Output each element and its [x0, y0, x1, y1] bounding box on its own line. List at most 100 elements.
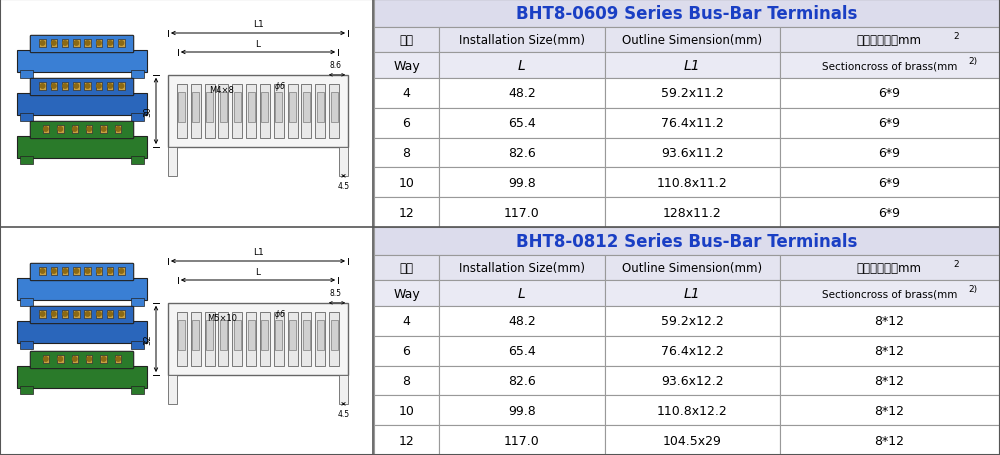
Text: 4.5: 4.5: [337, 409, 350, 418]
Bar: [248, 320, 255, 350]
Text: 12: 12: [399, 434, 414, 447]
Bar: [20, 387, 33, 394]
Text: 59.2x12.2: 59.2x12.2: [661, 314, 724, 328]
Bar: [439, 138, 605, 168]
Bar: [275, 93, 282, 122]
Bar: [73, 268, 80, 275]
Bar: [107, 268, 113, 275]
Bar: [205, 312, 215, 366]
Bar: [261, 93, 268, 122]
Bar: [288, 85, 298, 139]
Text: 110.8x11.2: 110.8x11.2: [657, 177, 728, 189]
Circle shape: [40, 269, 45, 273]
Circle shape: [119, 269, 124, 273]
Bar: [605, 281, 780, 306]
Bar: [605, 395, 780, 425]
Circle shape: [97, 312, 101, 317]
Text: L: L: [256, 268, 260, 276]
Bar: [246, 85, 256, 139]
FancyBboxPatch shape: [30, 36, 134, 54]
Bar: [115, 355, 121, 363]
Bar: [439, 108, 605, 138]
Bar: [177, 85, 187, 139]
Bar: [439, 198, 605, 228]
Bar: [289, 320, 296, 350]
Bar: [100, 126, 107, 133]
Text: 铜件横截面积mm: 铜件横截面积mm: [857, 34, 922, 47]
Bar: [96, 268, 102, 275]
Bar: [605, 138, 780, 168]
Text: 93.6x11.2: 93.6x11.2: [661, 147, 723, 160]
Bar: [331, 320, 338, 350]
Text: $\phi$6: $\phi$6: [274, 308, 285, 320]
Circle shape: [52, 269, 56, 273]
Bar: [131, 157, 144, 165]
FancyBboxPatch shape: [30, 79, 134, 96]
Bar: [178, 93, 185, 122]
Circle shape: [101, 357, 106, 361]
Bar: [39, 268, 46, 275]
Bar: [118, 40, 125, 48]
Bar: [84, 268, 91, 275]
Bar: [374, 28, 439, 53]
Bar: [605, 79, 780, 108]
Bar: [374, 198, 439, 228]
Text: 6*9: 6*9: [878, 117, 900, 130]
Bar: [605, 53, 780, 79]
Bar: [118, 268, 125, 275]
Text: M5×10: M5×10: [207, 313, 237, 322]
Circle shape: [119, 85, 124, 89]
Circle shape: [85, 42, 90, 46]
Bar: [439, 168, 605, 198]
Bar: [780, 366, 999, 395]
Circle shape: [44, 127, 48, 132]
Text: 48.2: 48.2: [508, 314, 536, 328]
Text: Sectioncross of brass(mm: Sectioncross of brass(mm: [822, 61, 957, 71]
Circle shape: [108, 85, 112, 89]
Bar: [260, 85, 270, 139]
Circle shape: [74, 42, 79, 46]
Bar: [20, 342, 33, 349]
Text: Way: Way: [393, 287, 420, 300]
Bar: [131, 71, 144, 79]
Bar: [20, 299, 33, 306]
Circle shape: [119, 42, 124, 46]
Bar: [339, 148, 348, 177]
Bar: [374, 425, 439, 455]
Bar: [374, 228, 999, 255]
Text: BHT8-0609 Series Bus-Bar Terminals: BHT8-0609 Series Bus-Bar Terminals: [516, 5, 857, 23]
Text: 2: 2: [953, 32, 959, 41]
Circle shape: [73, 127, 77, 132]
Bar: [374, 168, 439, 198]
Text: 6*9: 6*9: [878, 206, 900, 219]
Text: 4.5: 4.5: [337, 182, 350, 191]
Bar: [439, 425, 605, 455]
FancyBboxPatch shape: [30, 352, 134, 369]
Text: 99.8: 99.8: [508, 177, 536, 189]
Text: BHT8-0812 Series Bus-Bar Terminals: BHT8-0812 Series Bus-Bar Terminals: [516, 233, 857, 250]
Text: 10: 10: [399, 404, 414, 417]
Bar: [780, 108, 999, 138]
Bar: [780, 336, 999, 366]
Bar: [374, 108, 439, 138]
Bar: [303, 320, 310, 350]
Text: 117.0: 117.0: [504, 206, 540, 219]
Circle shape: [74, 269, 79, 273]
Bar: [339, 375, 348, 404]
Circle shape: [74, 312, 79, 317]
Bar: [62, 311, 68, 318]
Bar: [374, 0, 999, 28]
Bar: [206, 93, 213, 122]
Bar: [51, 83, 57, 91]
Text: 76.4x12.2: 76.4x12.2: [661, 344, 724, 357]
FancyBboxPatch shape: [30, 122, 134, 139]
Bar: [780, 28, 999, 53]
Bar: [43, 355, 49, 363]
Bar: [439, 306, 605, 336]
Bar: [84, 83, 91, 91]
Bar: [315, 85, 325, 139]
Bar: [605, 198, 780, 228]
Bar: [39, 40, 46, 48]
Circle shape: [87, 127, 91, 132]
Bar: [329, 85, 339, 139]
